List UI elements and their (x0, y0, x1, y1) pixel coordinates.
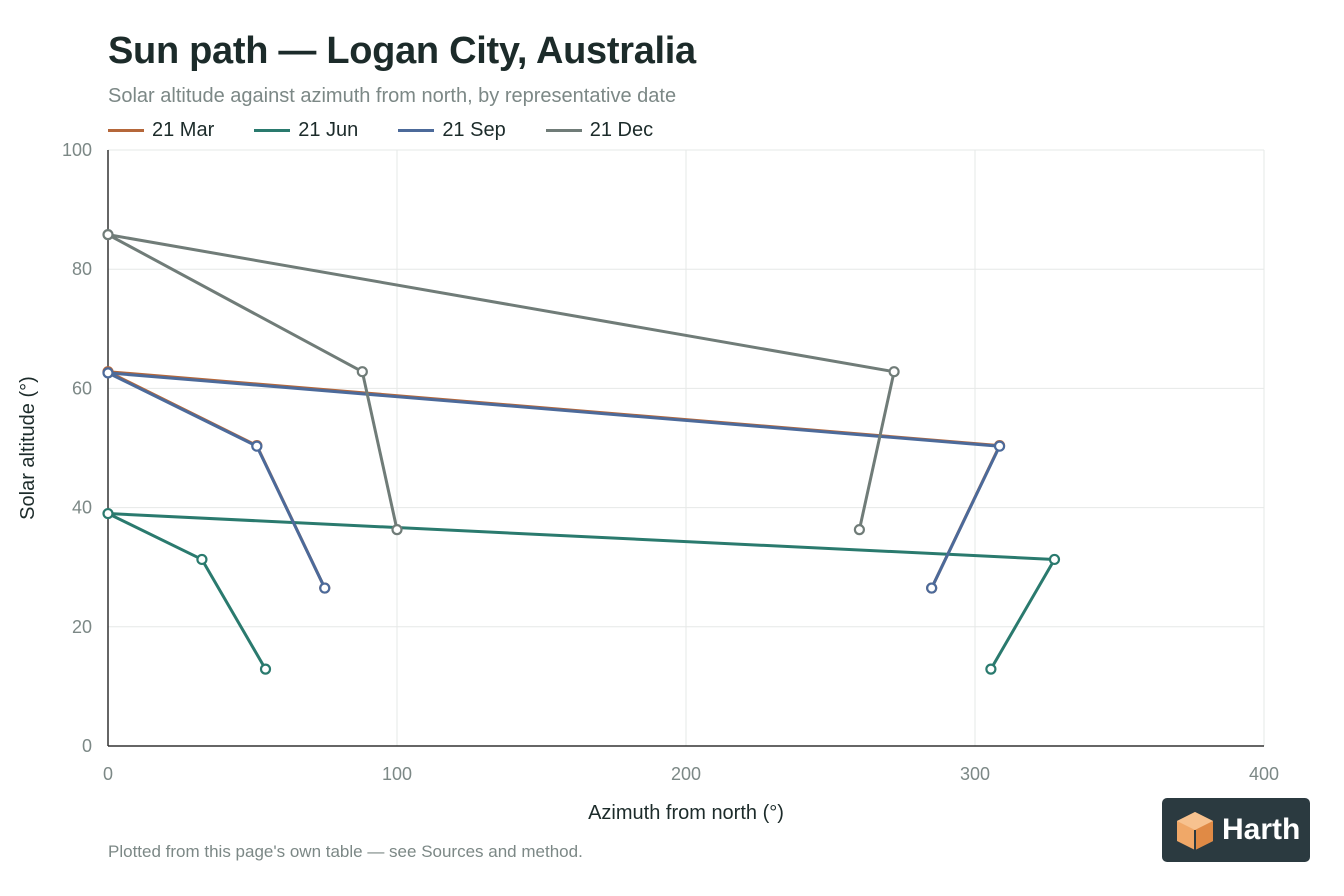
data-point (259, 663, 272, 675)
legend-label: 21 Dec (589, 119, 654, 141)
data-point (102, 367, 114, 379)
x-tick-label: 0 (103, 764, 113, 784)
logo-text: Harth (1222, 813, 1301, 846)
legend-item-21-dec[interactable]: 21 Dec (545, 119, 654, 142)
x-tick-label: 200 (671, 764, 701, 784)
data-point (853, 524, 866, 536)
series-21-jun (102, 507, 1061, 675)
grid-layer (108, 149, 1265, 746)
series-21-sep (102, 367, 1006, 594)
legend-label: 21 Jun (298, 119, 359, 141)
chart-legend: 21 Mar 21 Jun 21 Sep 21 Dec (108, 119, 653, 142)
data-point (1048, 553, 1061, 566)
legend-item-21-sep[interactable]: 21 Sep (398, 119, 506, 142)
data-point (985, 663, 997, 675)
data-point (102, 507, 114, 520)
y-tick-label: 0 (82, 736, 92, 756)
y-tick-label: 60 (72, 378, 92, 398)
chart-title: Sun path — Logan City, Australia (108, 30, 696, 72)
harth-logo[interactable]: Harth (1162, 798, 1310, 862)
axis-layer: 0 100 200 300 400 0 20 40 60 80 100 (62, 140, 1279, 784)
series-line (106, 512, 1056, 670)
data-point (196, 553, 208, 566)
data-point (319, 582, 331, 594)
legend-label: 21 Mar (152, 119, 215, 141)
x-tick-label: 100 (382, 764, 412, 784)
x-axis-label: Azimuth from north (°) (588, 802, 784, 824)
y-tick-label: 20 (72, 617, 92, 637)
y-axis-label: Solar altitude (°) (17, 376, 39, 520)
chart-subtitle: Solar altitude against azimuth from nort… (108, 85, 677, 107)
y-tick-label: 80 (72, 259, 92, 279)
series-layer (102, 229, 1061, 675)
y-tick-label: 100 (62, 140, 92, 160)
legend-label: 21 Sep (442, 119, 506, 141)
y-tick-label: 40 (72, 498, 92, 518)
legend-swatch (398, 129, 435, 132)
x-tick-label: 400 (1249, 764, 1279, 784)
legend-swatch (108, 129, 144, 132)
x-tick-label: 300 (960, 764, 990, 784)
data-point (356, 366, 368, 378)
legend-item-21-jun[interactable]: 21 Jun (254, 119, 358, 142)
data-point (391, 524, 403, 536)
series-line (106, 370, 1002, 589)
legend-swatch (254, 129, 291, 132)
data-point (888, 366, 900, 378)
legend-item-21-mar[interactable]: 21 Mar (108, 119, 214, 142)
data-point (251, 440, 263, 452)
data-point (993, 440, 1006, 452)
data-point (102, 229, 114, 241)
legend-swatch (545, 129, 582, 132)
data-point (926, 582, 938, 594)
series-21-dec (102, 229, 900, 536)
series-line (106, 371, 1002, 589)
cube-logo-icon (1177, 812, 1213, 850)
footnote: Plotted from this page's own table — see… (108, 842, 583, 861)
